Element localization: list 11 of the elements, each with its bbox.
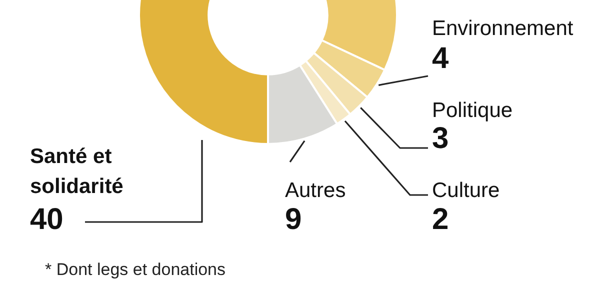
- data-label: 40: [30, 203, 64, 236]
- slice-label: Culture: [432, 179, 500, 202]
- data-label: 3: [432, 122, 449, 155]
- data-label: 2: [432, 203, 449, 236]
- slice-label: Politique: [432, 99, 513, 122]
- data-label: 9: [285, 203, 302, 236]
- slice-label: Environnement: [432, 17, 574, 40]
- data-label: 4: [432, 42, 449, 75]
- slice-label: Santé et solidarité: [30, 145, 124, 198]
- text: * Dont legs et donations: [45, 260, 226, 280]
- slice-label: Autres: [285, 179, 346, 202]
